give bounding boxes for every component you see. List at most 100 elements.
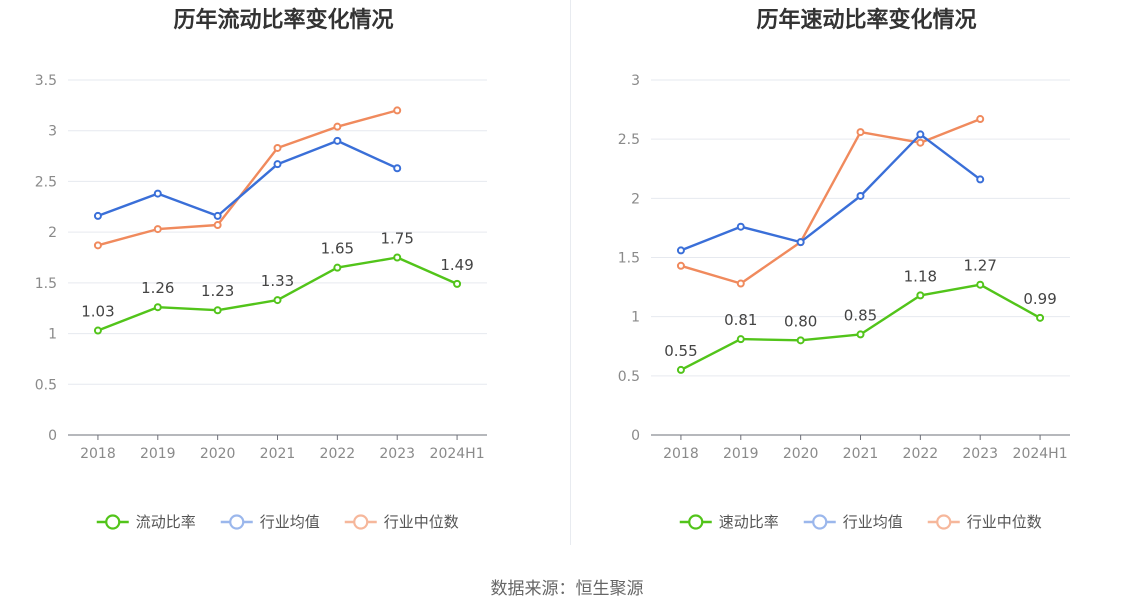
data-point [976,175,985,184]
data-point [153,303,162,312]
y-tick-label: 0 [48,428,57,444]
data-point [93,241,102,250]
data-point [333,263,342,272]
panel-divider [570,0,571,545]
data-label: 0.80 [784,312,817,330]
data-point [153,225,162,234]
data-point [676,261,685,270]
data-point [676,246,685,255]
legend-swatch-marker [229,514,245,530]
legend-label: 速动比率 [719,513,779,531]
x-tick-label: 2022 [903,446,939,462]
data-point [273,143,282,152]
x-tick-label: 2023 [379,446,415,462]
data-point [856,128,865,137]
y-tick-label: 1.5 [35,276,57,292]
data-label: 0.55 [664,342,697,360]
y-tick-label: 2.5 [618,132,640,148]
data-label: 1.65 [321,240,354,258]
data-label: 0.99 [1023,290,1056,308]
data-point [736,335,745,344]
series-line [680,117,981,285]
data-point [393,253,402,262]
quick-ratio-chart: 历年速动比率变化情况 0 0.5 1 1.5 2 2.5 3 2018 2019 2020 2021… [583,0,1134,560]
series-line [97,139,398,218]
data-point [736,222,745,231]
chart-title: 历年流动比率变化情况 [173,8,394,33]
data-point [273,296,282,305]
x-tick-label: 2021 [843,446,879,462]
data-point [916,138,925,147]
data-point [796,336,805,345]
legend-label: 行业中位数 [384,513,459,531]
data-point [796,238,805,247]
x-tick-label: 2019 [723,446,759,462]
x-tick-label: 2024H1 [1013,446,1068,462]
data-point [856,191,865,200]
data-label: 1.49 [440,256,473,274]
legend-swatch-marker [353,514,369,530]
y-tick-label: 1 [631,310,640,326]
x-tick-label: 2022 [320,446,356,462]
data-point [333,122,342,131]
x-tick-label: 2024H1 [430,446,485,462]
x-tick-label: 2020 [200,446,236,462]
y-tick-label: 3.5 [35,73,57,89]
data-point [1036,313,1045,322]
current-ratio-chart: 历年流动比率变化情况 0 0.5 1 1.5 2 2.5 3 3.5 2018 2019 2020 2… [0,0,567,560]
data-point [916,291,925,300]
data-point [676,365,685,374]
legend-swatch-marker [688,514,704,530]
y-tick-label: 0 [631,428,640,444]
chart-title: 历年速动比率变化情况 [756,8,977,33]
x-tick-label: 2020 [783,446,819,462]
data-point [736,279,745,288]
x-tick-label: 2019 [140,446,176,462]
x-tick-label: 2018 [663,446,699,462]
series-line [680,133,981,252]
y-tick-label: 1.5 [618,251,640,267]
data-label: 1.23 [201,282,234,300]
y-tick-label: 3 [48,124,57,140]
data-label: 0.85 [844,306,877,324]
data-point [453,279,462,288]
series-line [97,109,398,247]
data-label: 1.26 [141,279,174,297]
data-point [213,211,222,220]
y-tick-label: 2 [631,191,640,207]
data-point [976,115,985,124]
data-point [213,221,222,230]
y-tick-label: 1 [48,327,57,343]
data-point [93,326,102,335]
x-tick-label: 2023 [962,446,998,462]
legend-swatch-marker [936,514,952,530]
data-point [393,164,402,173]
data-label: 1.75 [381,230,414,248]
y-tick-label: 2.5 [35,174,57,190]
data-point [333,136,342,145]
x-tick-label: 2021 [260,446,296,462]
data-point [93,211,102,220]
data-label: 1.27 [964,257,997,275]
data-point [153,189,162,198]
x-tick-label: 2018 [80,446,116,462]
legend-label: 行业中位数 [967,513,1042,531]
y-tick-label: 0.5 [618,369,640,385]
data-point [916,130,925,139]
data-source-note: 数据来源：恒生聚源 [490,579,644,599]
data-point [213,306,222,315]
data-label: 1.03 [81,303,114,321]
data-point [976,280,985,289]
data-point [393,106,402,115]
legend-swatch-marker [812,514,828,530]
legend-label: 行业均值 [843,513,903,531]
data-point [273,160,282,169]
quick-ratio-plot: 0 0.5 1 1.5 2 2.5 3 2018 2019 2020 2021 2022 2023 202… [618,73,1070,531]
y-tick-label: 3 [631,73,640,89]
y-tick-label: 0.5 [35,377,57,393]
data-label: 1.18 [904,267,937,285]
legend-swatch-marker [105,514,121,530]
legend-label: 行业均值 [260,513,320,531]
data-point [856,330,865,339]
data-label: 1.33 [261,272,294,290]
